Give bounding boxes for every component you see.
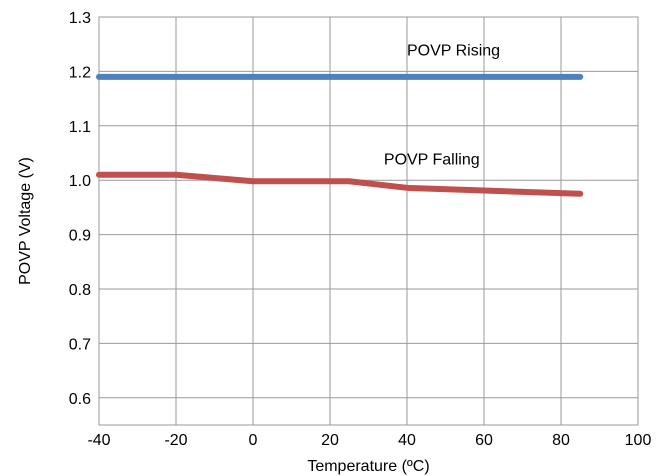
series-line-povp-falling [96, 171, 584, 197]
y-tick-label: 0.8 [69, 282, 91, 299]
grid [98, 16, 639, 426]
annotation-layer: POVP Rising POVP Falling [384, 43, 500, 169]
x-tick-label: 100 [625, 432, 652, 449]
y-axis-ticks: 0.6 0.7 0.8 0.9 1.0 1.1 1.2 1.3 [69, 10, 91, 408]
x-tick-label: 20 [321, 432, 339, 449]
x-tick-label: -40 [87, 432, 110, 449]
y-tick-label: 0.6 [69, 391, 91, 408]
x-tick-label: 60 [475, 432, 493, 449]
x-tick-label: -20 [164, 432, 187, 449]
y-tick-label: 1.3 [69, 10, 91, 27]
y-axis-title: POVP Voltage (V) [17, 157, 34, 285]
series-annotation: POVP Falling [384, 151, 480, 168]
y-tick-label: 0.7 [69, 336, 91, 353]
x-axis-title: Temperature (ºC) [307, 458, 429, 475]
y-tick-label: 1.1 [69, 119, 91, 136]
x-tick-label: 0 [249, 432, 258, 449]
y-tick-label: 0.9 [69, 228, 91, 245]
x-axis-ticks: -40 -20 0 20 40 60 80 100 [87, 432, 651, 449]
y-tick-label: 1.2 [69, 64, 91, 81]
series-annotation: POVP Rising [407, 43, 500, 60]
series-layer [96, 73, 584, 197]
x-tick-label: 40 [398, 432, 416, 449]
x-tick-label: 80 [552, 432, 570, 449]
y-tick-label: 1.0 [69, 173, 91, 190]
